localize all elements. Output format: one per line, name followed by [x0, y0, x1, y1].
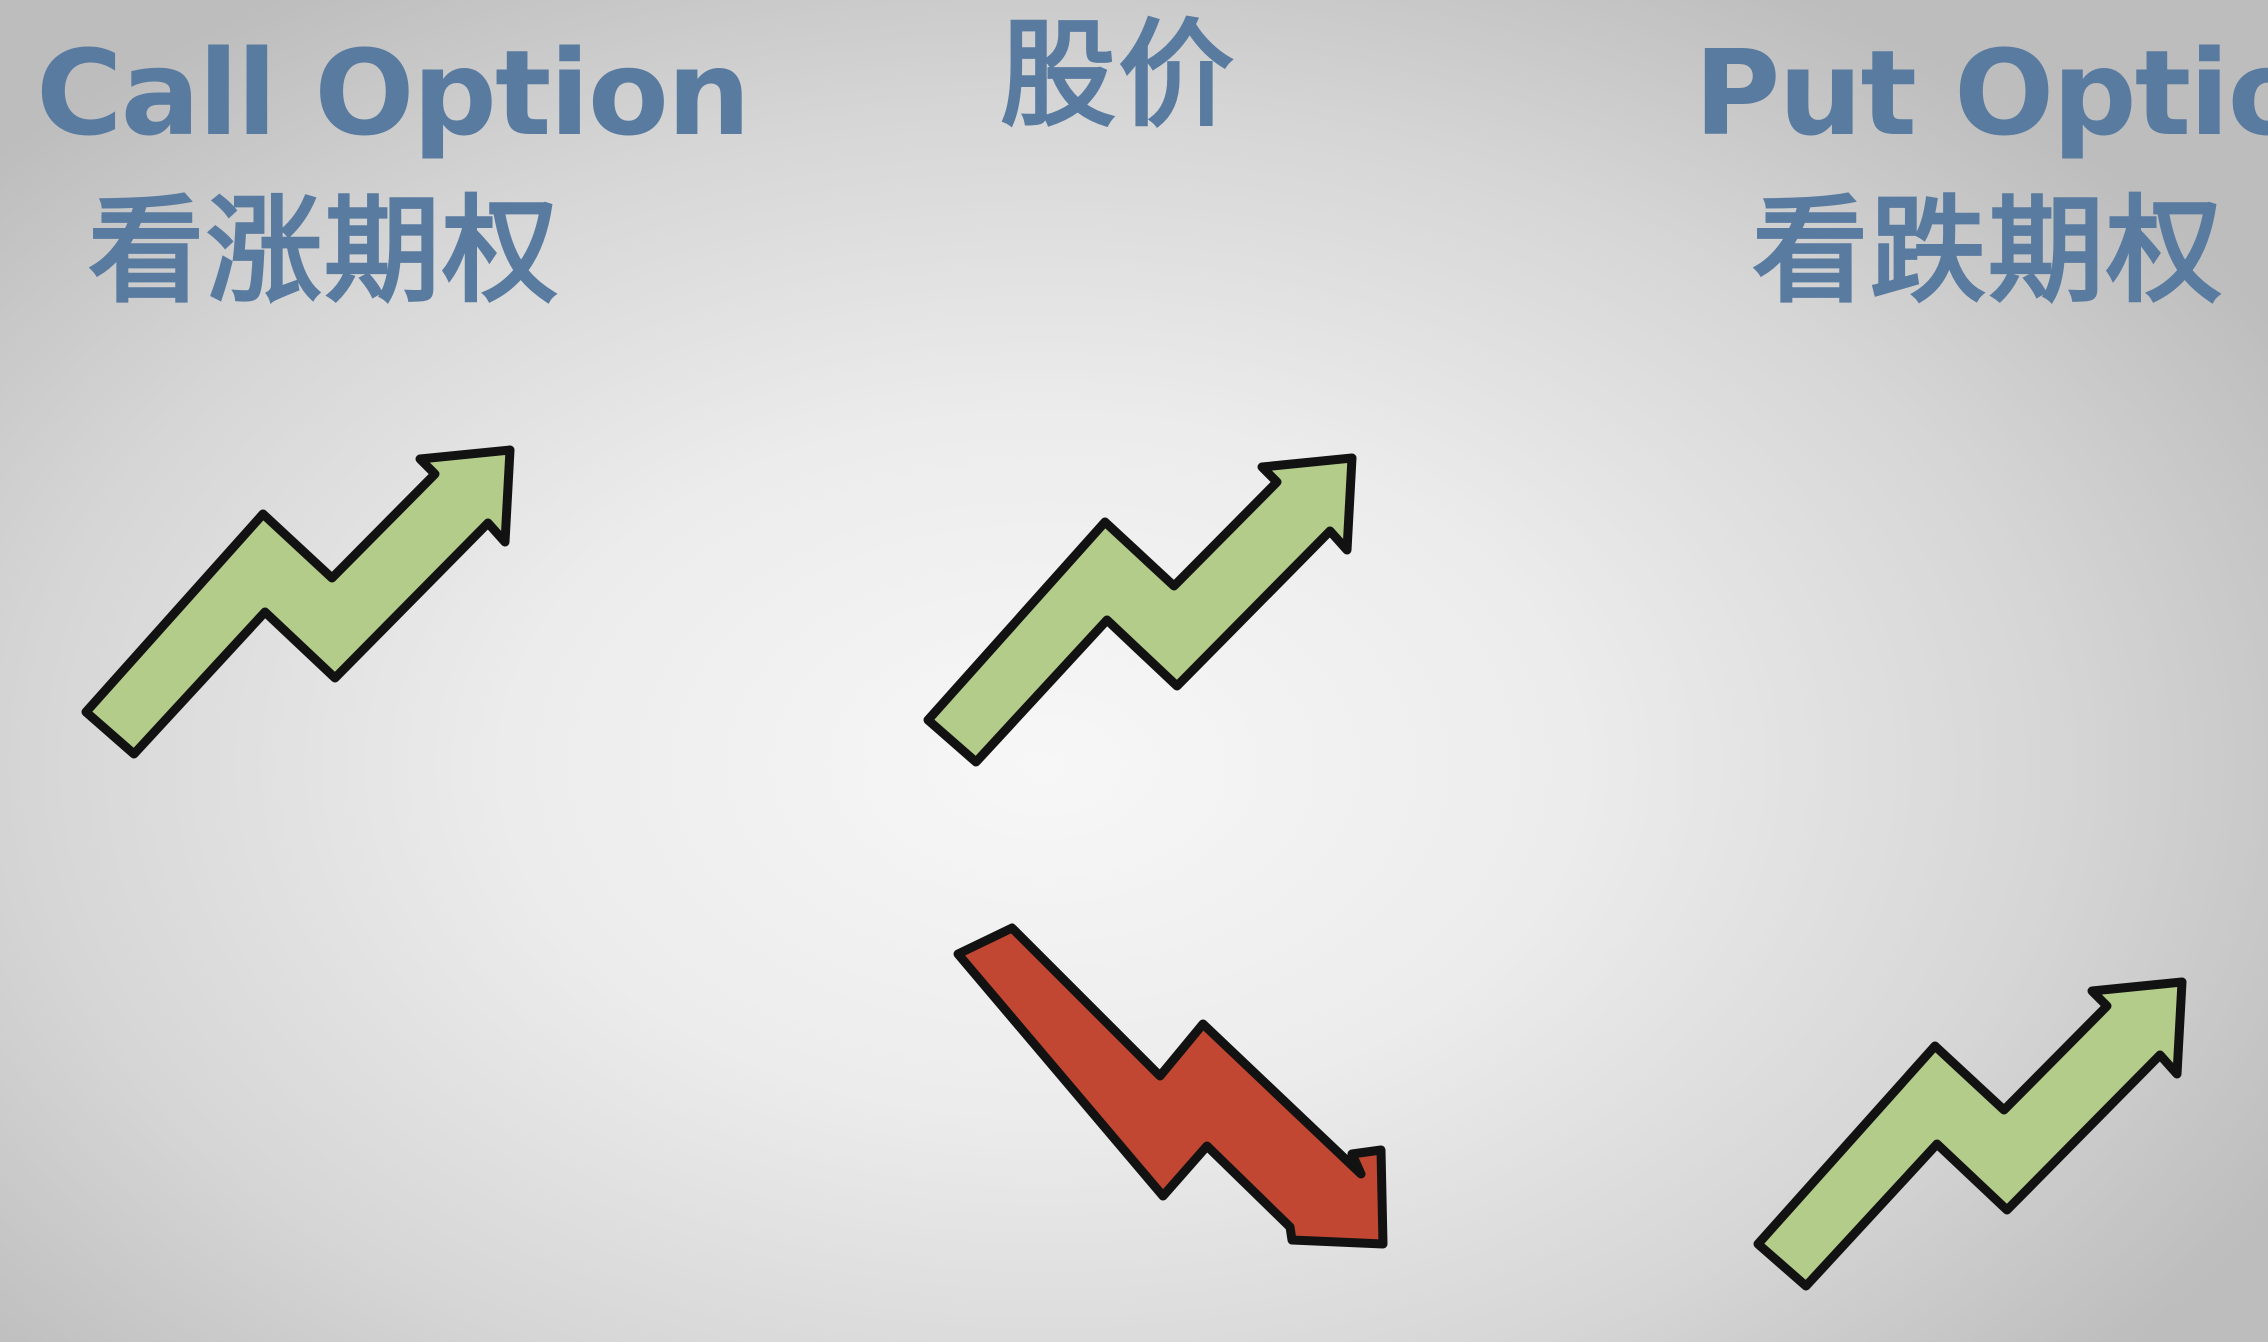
put-option-title: Put Option	[1694, 24, 2268, 162]
price-up-arrow-icon	[923, 453, 1357, 767]
call-up-arrow-icon	[81, 445, 515, 759]
stock-price-title: 股价	[1000, 8, 1236, 143]
price-down-arrow-icon	[953, 923, 1388, 1249]
put-up-arrow-icon	[1753, 977, 2187, 1291]
put-option-subtitle: 看跌期权	[1752, 184, 2224, 319]
call-option-title: Call Option	[36, 24, 751, 162]
call-option-subtitle: 看涨期权	[88, 184, 560, 319]
